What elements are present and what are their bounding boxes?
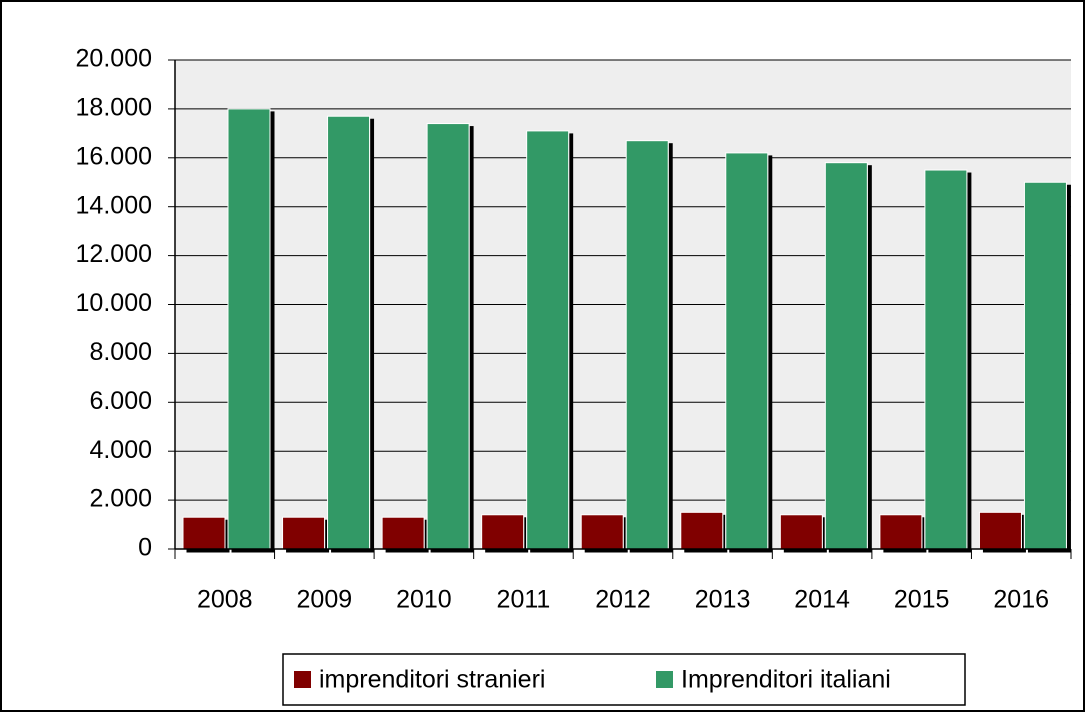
y-tick-label: 18.000	[76, 94, 152, 122]
y-tick-label: 20.000	[76, 45, 152, 73]
x-tick-label: 2014	[794, 586, 850, 614]
y-tick-label: 14.000	[76, 191, 152, 219]
bar	[481, 514, 525, 550]
bar	[282, 516, 326, 550]
bars	[182, 108, 1067, 550]
bar	[227, 108, 271, 550]
legend-swatch	[294, 671, 311, 688]
bar	[725, 152, 769, 550]
y-tick-label: 16.000	[76, 142, 152, 170]
x-tick-label: 2009	[297, 586, 353, 614]
bar	[824, 162, 868, 550]
y-tick-label: 4.000	[89, 436, 152, 464]
y-tick-label: 10.000	[76, 289, 152, 317]
y-tick-label: 6.000	[89, 387, 152, 415]
bar	[625, 140, 669, 550]
bar	[924, 169, 968, 550]
x-tick-label: 2012	[595, 586, 651, 614]
x-tick-label: 2010	[396, 586, 452, 614]
x-tick-label: 2015	[894, 586, 950, 614]
legend-swatch	[656, 671, 673, 688]
x-tick-label: 2016	[993, 586, 1049, 614]
bar	[580, 514, 624, 550]
bar	[1023, 181, 1067, 550]
y-tick-label: 8.000	[89, 338, 152, 366]
bar	[879, 514, 923, 550]
x-tick-label: 2008	[197, 586, 253, 614]
y-tick-label: 12.000	[76, 240, 152, 268]
bar	[426, 123, 470, 550]
bar	[680, 511, 724, 550]
bar	[526, 130, 570, 550]
y-tick-label: 2.000	[89, 485, 152, 513]
legend-label: imprenditori stranieri	[319, 666, 545, 694]
bar	[978, 511, 1022, 550]
y-tick-label: 0	[138, 534, 152, 562]
bar	[182, 516, 226, 550]
bar	[779, 514, 823, 550]
x-tick-label: 2011	[497, 586, 551, 614]
legend-label: Imprenditori italiani	[681, 666, 891, 694]
legend-box	[282, 653, 966, 706]
bar	[381, 516, 425, 550]
x-tick-label: 2013	[695, 586, 751, 614]
bar	[327, 115, 371, 550]
